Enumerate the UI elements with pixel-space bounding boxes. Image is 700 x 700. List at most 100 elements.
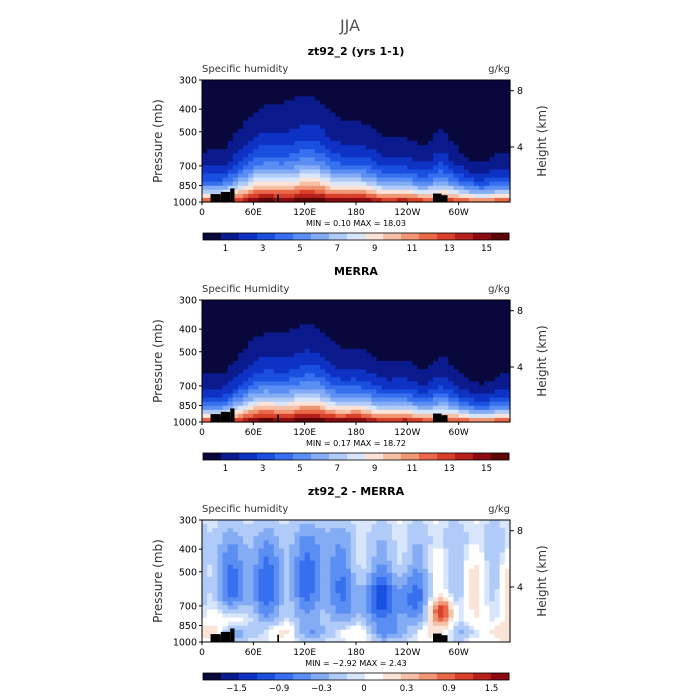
field-cell bbox=[320, 532, 326, 537]
field-cell bbox=[386, 405, 393, 411]
field-cell bbox=[325, 597, 331, 602]
field-cell bbox=[279, 312, 285, 317]
field-cell bbox=[299, 96, 306, 101]
field-cell bbox=[340, 560, 347, 566]
field-cell bbox=[227, 564, 234, 570]
field-cell bbox=[304, 413, 311, 419]
colorbar-label: 1 bbox=[223, 464, 228, 474]
field-cell bbox=[433, 373, 439, 378]
field-cell bbox=[366, 625, 372, 631]
field-cell bbox=[314, 581, 321, 586]
field-cell bbox=[325, 621, 331, 627]
field-cell bbox=[253, 328, 260, 334]
field-cell bbox=[386, 637, 393, 643]
field-cell bbox=[350, 145, 357, 150]
field-cell bbox=[207, 397, 213, 403]
field-cell bbox=[438, 377, 444, 382]
field-cell bbox=[289, 397, 295, 403]
field-cell bbox=[412, 385, 419, 391]
field-cell bbox=[207, 385, 213, 391]
field-cell bbox=[202, 589, 208, 594]
field-cell bbox=[407, 540, 414, 545]
field-cell bbox=[427, 128, 434, 134]
field-cell bbox=[350, 124, 357, 130]
field-cell bbox=[284, 80, 290, 85]
field-cell bbox=[448, 300, 455, 305]
field-cell bbox=[356, 528, 362, 533]
field-cell bbox=[402, 344, 408, 350]
field-cell bbox=[422, 320, 429, 325]
field-cell bbox=[494, 361, 501, 366]
field-cell bbox=[468, 181, 475, 187]
field-cell bbox=[391, 373, 398, 378]
field-cell bbox=[474, 389, 480, 395]
field-cell bbox=[289, 320, 295, 325]
field-cell bbox=[433, 92, 439, 97]
field-cell bbox=[268, 568, 275, 574]
field-cell bbox=[350, 381, 357, 386]
field-cell bbox=[294, 161, 301, 166]
field-cell bbox=[284, 352, 290, 358]
field-cell bbox=[504, 304, 511, 309]
field-cell bbox=[325, 153, 331, 158]
field-cell bbox=[232, 589, 239, 594]
field-cell bbox=[268, 108, 275, 114]
field-cell bbox=[294, 124, 301, 130]
field-cell bbox=[325, 88, 331, 93]
field-cell bbox=[366, 532, 372, 537]
field-cell bbox=[376, 613, 383, 619]
field-cell bbox=[463, 377, 470, 382]
field-cell bbox=[294, 381, 301, 386]
field-cell bbox=[386, 141, 393, 146]
field-cell bbox=[345, 385, 352, 391]
field-cell bbox=[248, 88, 254, 93]
field-cell bbox=[412, 556, 419, 562]
field-cell bbox=[366, 393, 372, 399]
field-cell bbox=[325, 536, 331, 541]
field-cell bbox=[350, 92, 357, 97]
field-cell bbox=[237, 397, 244, 403]
field-cell bbox=[309, 560, 316, 566]
field-cell bbox=[304, 560, 311, 566]
field-cell bbox=[356, 308, 362, 313]
field-cell bbox=[422, 197, 429, 203]
field-cell bbox=[314, 173, 321, 179]
field-cell bbox=[474, 100, 480, 105]
field-cell bbox=[279, 536, 285, 541]
field-cell bbox=[412, 80, 419, 85]
field-cell bbox=[294, 116, 301, 122]
field-cell bbox=[484, 413, 491, 419]
field-cell bbox=[304, 161, 311, 166]
field-cell bbox=[314, 621, 321, 627]
field-cell bbox=[494, 108, 501, 114]
colorbar-swatch bbox=[275, 453, 294, 460]
field-cell bbox=[504, 361, 511, 366]
field-cell bbox=[448, 84, 455, 89]
field-cell bbox=[279, 100, 285, 105]
field-cell bbox=[438, 145, 444, 150]
field-cell bbox=[422, 389, 429, 395]
field-cell bbox=[335, 524, 342, 529]
field-cell bbox=[273, 169, 280, 175]
field-cell bbox=[212, 589, 218, 594]
field-cell bbox=[263, 377, 270, 382]
field-cell bbox=[458, 336, 465, 342]
field-cell bbox=[268, 532, 275, 537]
field-cell bbox=[402, 348, 408, 354]
field-cell bbox=[279, 308, 285, 313]
field-cell bbox=[253, 161, 260, 166]
field-cell bbox=[412, 373, 419, 378]
field-cell bbox=[361, 324, 367, 330]
field-cell bbox=[340, 405, 347, 411]
field-cell bbox=[289, 145, 295, 150]
field-cell bbox=[402, 532, 408, 537]
field-cell bbox=[438, 397, 444, 403]
field-cell bbox=[340, 413, 347, 419]
field-cell bbox=[237, 165, 244, 171]
field-cell bbox=[376, 304, 383, 309]
field-cell bbox=[376, 409, 383, 415]
field-cell bbox=[294, 389, 301, 395]
field-cell bbox=[237, 409, 244, 415]
field-cell bbox=[279, 132, 285, 138]
field-cell bbox=[340, 544, 347, 550]
